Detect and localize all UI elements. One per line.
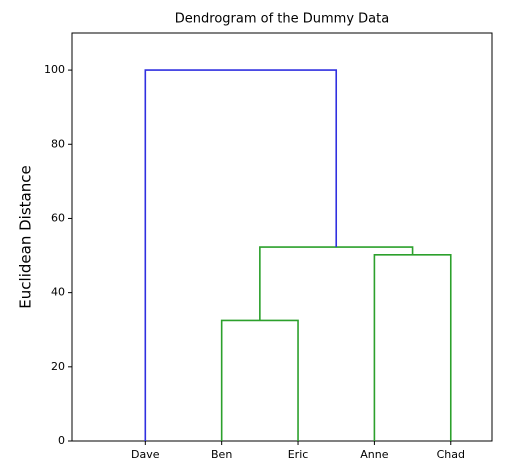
y-tick-label: 0 bbox=[58, 434, 65, 447]
dendrogram-link bbox=[144, 69, 338, 441]
x-tick-label: Dave bbox=[131, 448, 160, 461]
x-tick-label: Chad bbox=[437, 448, 465, 461]
x-tick-label: Ben bbox=[211, 448, 232, 461]
y-tick-label: 100 bbox=[44, 63, 65, 76]
x-tick-label: Anne bbox=[360, 448, 388, 461]
x-tick-label: Eric bbox=[288, 448, 309, 461]
y-tick-label: 20 bbox=[51, 360, 65, 373]
y-tick-label: 40 bbox=[51, 286, 65, 299]
y-tick-label: 60 bbox=[51, 211, 65, 224]
y-tick-label: 80 bbox=[51, 137, 65, 150]
dendrogram-link bbox=[373, 254, 452, 441]
chart-title: Dendrogram of the Dummy Data bbox=[175, 12, 389, 27]
dendrogram-link bbox=[259, 246, 414, 321]
plot-frame bbox=[71, 32, 493, 442]
y-axis-label: Euclidean Distance bbox=[17, 165, 35, 308]
dendrogram-link bbox=[220, 319, 299, 441]
